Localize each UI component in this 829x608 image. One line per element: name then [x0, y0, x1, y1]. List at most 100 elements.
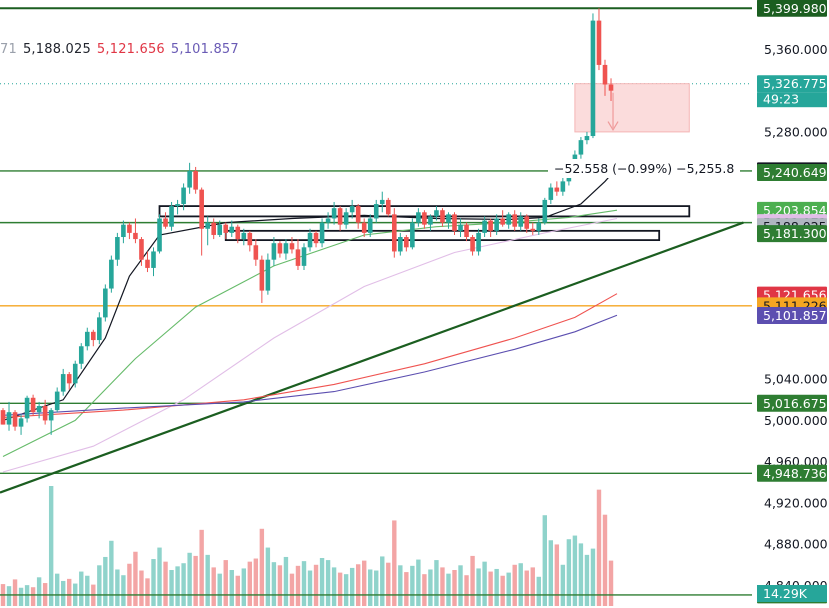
volume-bar	[500, 575, 505, 606]
candle-body	[584, 136, 590, 141]
volume-bar	[151, 559, 156, 606]
moving-average-legend: 71 5,188.025 5,121.656 5,101.857	[0, 42, 245, 57]
candle-body	[18, 418, 24, 427]
volume-bar	[578, 543, 584, 606]
candle-body	[536, 222, 542, 231]
volume-bar	[596, 489, 602, 606]
candle-body	[265, 259, 271, 291]
candle-body	[295, 249, 301, 266]
volume-bar	[169, 570, 174, 606]
axis-tick-label: 5,000.000	[764, 413, 828, 428]
timer-badge	[757, 92, 827, 108]
volume-bar	[265, 547, 271, 606]
volume-bar	[416, 559, 421, 606]
volume-bar	[536, 576, 541, 606]
volume-bar	[337, 572, 343, 606]
volume-bar	[428, 569, 433, 606]
range-zone	[224, 229, 661, 242]
candle-body	[398, 237, 403, 252]
volume-bar	[398, 565, 403, 606]
candle-body	[458, 224, 463, 231]
candle-body	[422, 212, 427, 225]
candle-body	[223, 224, 229, 233]
volume-bar	[103, 556, 108, 606]
volume-bar	[313, 564, 319, 606]
volume-bar	[199, 529, 204, 606]
volume-bar	[127, 563, 132, 606]
price-badge-label: 5,101.857	[763, 308, 827, 323]
volume-bar	[307, 570, 313, 606]
volume-bar	[133, 551, 138, 606]
volume-bar	[349, 567, 355, 606]
price-badge	[757, 75, 827, 93]
candle-body	[355, 206, 361, 223]
volume-bar	[368, 569, 373, 606]
candle-body	[36, 406, 42, 413]
candle-body	[211, 222, 216, 235]
candle-body	[379, 199, 385, 205]
axis-tick-label: 4,880.000	[764, 537, 828, 552]
candle-body	[24, 397, 30, 419]
price-badge-label: 4,948.736	[763, 466, 827, 481]
volume-bar	[235, 575, 240, 606]
volume-bar	[295, 565, 301, 606]
volume-bar	[157, 547, 162, 606]
candle-body	[247, 232, 253, 246]
candle-body	[54, 391, 60, 411]
volume-bar	[193, 555, 198, 606]
volume-bar	[145, 578, 150, 606]
volume-bar	[343, 574, 349, 606]
volume-bar	[452, 570, 457, 606]
price-axis: 5,360.0005,280.0005,040.0005,000.0004,96…	[757, 0, 828, 604]
candle-body	[127, 224, 132, 233]
candle-body	[217, 224, 223, 235]
volume-bar	[319, 558, 325, 606]
volume-bar	[247, 561, 253, 606]
candle-body	[554, 187, 560, 192]
volume-bar	[259, 528, 265, 606]
volume-bar	[6, 586, 12, 606]
volume-bar	[241, 568, 246, 606]
price-badge	[757, 225, 827, 243]
candle-body	[404, 237, 409, 248]
candle-body	[488, 220, 493, 231]
volume-bar	[175, 566, 180, 606]
candle-body	[84, 331, 90, 347]
candle-body	[428, 216, 433, 225]
candle-body	[373, 204, 379, 219]
volume-bar	[48, 486, 54, 606]
volume-bar	[518, 563, 523, 606]
candle-body	[91, 331, 96, 341]
candle-body	[452, 214, 457, 231]
volume-bar	[386, 562, 391, 606]
candle-body	[181, 187, 186, 205]
candle-body	[440, 210, 445, 223]
volume-bar	[590, 548, 596, 606]
candle-body	[151, 251, 156, 268]
candle-body	[482, 220, 487, 233]
volume-bar	[542, 515, 547, 606]
volume-bar	[85, 575, 90, 606]
volume-bar	[355, 564, 361, 606]
candle-body	[476, 232, 481, 252]
candle-body	[60, 374, 66, 392]
volume-bar	[79, 571, 84, 606]
volume-label: 14.29K	[763, 586, 808, 601]
candle-body	[361, 222, 367, 233]
volume-badge	[757, 585, 827, 602]
volume-bar	[560, 564, 566, 606]
volume-bar	[18, 587, 24, 606]
candle-body	[524, 216, 530, 229]
volume-bar	[506, 572, 511, 606]
volume-bar	[253, 558, 259, 606]
price-badge	[757, 464, 827, 482]
volume-bar	[229, 570, 234, 606]
price-badge-label: 5,240.649	[763, 165, 827, 180]
candle-body	[103, 288, 108, 318]
candle-body	[410, 222, 415, 248]
volume-bar	[121, 575, 126, 606]
volume-bar	[115, 569, 120, 606]
candle-body	[325, 218, 331, 223]
